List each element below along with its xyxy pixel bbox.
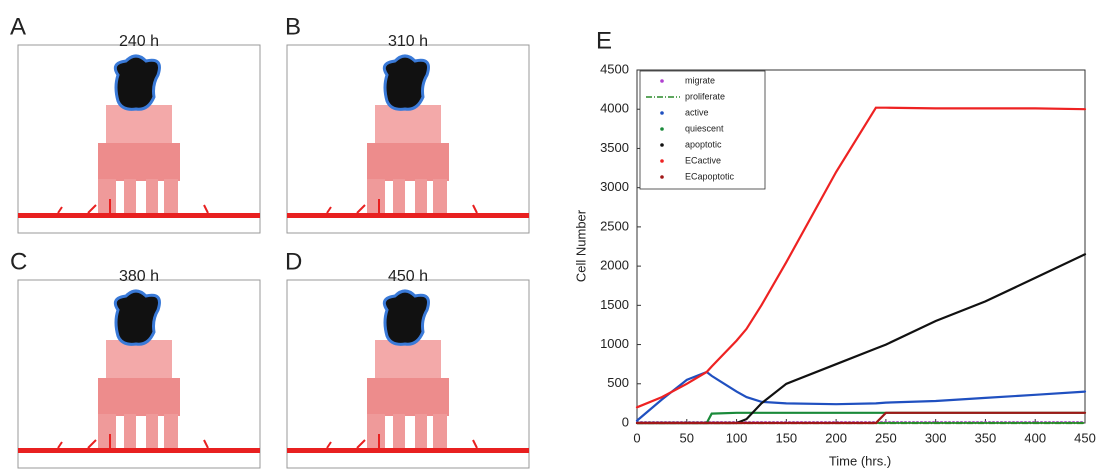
panel-label: B bbox=[285, 13, 301, 40]
series-line bbox=[635, 253, 1087, 425]
legend-label: migrate bbox=[685, 75, 715, 85]
y-tick-label: 3500 bbox=[600, 140, 629, 155]
x-tick-label: 150 bbox=[775, 430, 797, 445]
snapshot-image bbox=[285, 278, 531, 470]
x-tick-label: 350 bbox=[975, 430, 997, 445]
x-tick-label: 300 bbox=[925, 430, 947, 445]
x-tick-label: 100 bbox=[726, 430, 748, 445]
legend-label: proliferate bbox=[685, 91, 725, 101]
y-axis-label: Cell Number bbox=[573, 209, 588, 282]
y-tick-label: 0 bbox=[622, 414, 629, 429]
panel-label: C bbox=[10, 248, 27, 275]
y-tick-label: 500 bbox=[607, 375, 629, 390]
y-tick-label: 3000 bbox=[600, 179, 629, 194]
legend-swatch bbox=[660, 111, 664, 115]
snapshot-image bbox=[285, 43, 531, 235]
y-tick-label: 4500 bbox=[600, 61, 629, 76]
panel-label: E bbox=[596, 27, 612, 54]
panel-label: D bbox=[285, 248, 302, 275]
y-tick-label: 1500 bbox=[600, 297, 629, 312]
snapshot-image bbox=[16, 43, 262, 235]
x-tick-label: 200 bbox=[825, 430, 847, 445]
legend-swatch bbox=[660, 175, 664, 179]
series-line bbox=[635, 411, 1087, 425]
legend-label: ECapoptotic bbox=[685, 171, 735, 181]
panel-title: 310 h bbox=[388, 33, 428, 50]
legend-label: ECactive bbox=[685, 155, 721, 165]
x-tick-label: 450 bbox=[1074, 430, 1096, 445]
legend-label: active bbox=[685, 107, 709, 117]
legend-box bbox=[639, 70, 766, 190]
panel-title: 380 h bbox=[119, 268, 159, 285]
series-line bbox=[635, 106, 1087, 409]
x-tick-label: 50 bbox=[680, 430, 694, 445]
legend-label: quiescent bbox=[685, 123, 724, 133]
panel-title: 240 h bbox=[119, 33, 159, 50]
legend-label: apoptotic bbox=[685, 139, 722, 149]
y-tick-label: 1000 bbox=[600, 336, 629, 351]
x-tick-label: 400 bbox=[1024, 430, 1046, 445]
legend-swatch bbox=[660, 79, 664, 83]
y-tick-label: 2000 bbox=[600, 258, 629, 273]
y-tick-label: 4000 bbox=[600, 101, 629, 116]
snapshot-image bbox=[16, 278, 262, 470]
legend-swatch bbox=[660, 127, 664, 131]
x-tick-label: 0 bbox=[633, 430, 640, 445]
x-axis-label: Time (hrs.) bbox=[829, 453, 891, 468]
x-tick-label: 250 bbox=[875, 430, 897, 445]
y-tick-label: 2500 bbox=[600, 218, 629, 233]
panel-label: A bbox=[10, 13, 26, 40]
legend-swatch bbox=[660, 143, 664, 147]
panel-title: 450 h bbox=[388, 268, 428, 285]
series-line bbox=[635, 370, 1087, 422]
legend-swatch bbox=[660, 159, 664, 163]
